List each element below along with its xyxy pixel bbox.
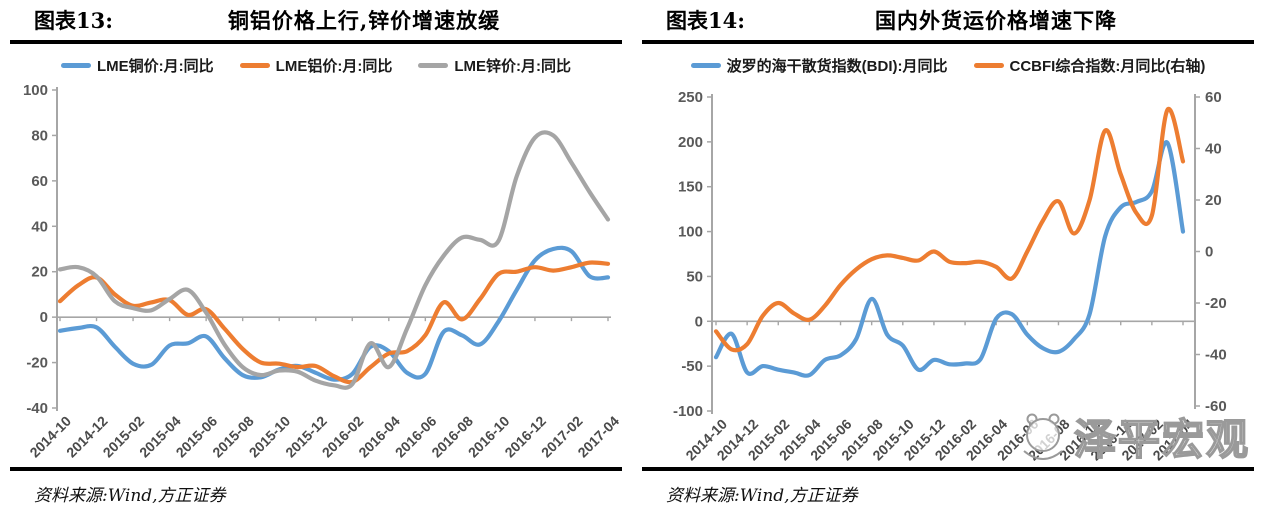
- legend-swatch: [418, 62, 449, 68]
- chart14-top-rule: [642, 40, 1254, 44]
- legend-label: CCBFI综合指数:月同比(右轴): [1009, 57, 1206, 75]
- chart14-plot: 250200150100500-50-1006040200-20-40-6020…: [673, 89, 1227, 463]
- legend-swatch: [239, 62, 270, 68]
- series-line-1: [713, 106, 1186, 353]
- chart14-legend: 波罗的海干散货指数(BDI):月同比 CCBFI综合指数:月同比(右轴): [632, 44, 1264, 82]
- y-tick-label-right: 60: [1205, 89, 1222, 106]
- y-tick-label: 50: [686, 268, 703, 285]
- y-tick-label: 200: [678, 134, 703, 151]
- y-tick-label-right: -20: [1205, 295, 1227, 312]
- y-tick-label: 0: [695, 313, 703, 330]
- y-tick-label: -20: [26, 355, 48, 372]
- y-tick-label: 20: [31, 264, 48, 281]
- chart14-fig-label: 图表14:: [666, 8, 745, 33]
- y-tick-label: 80: [31, 127, 48, 144]
- chart13-title: 铜铝价格上行,锌价增速放缓: [227, 8, 501, 33]
- y-tick-label: -40: [26, 400, 48, 417]
- y-tick-label: 100: [23, 82, 48, 99]
- legend-label: LME锌价:月:同比: [454, 57, 571, 75]
- chart14-bottom-rule: [642, 467, 1254, 471]
- legend-label: 波罗的海干散货指数(BDI):月同比: [726, 57, 948, 75]
- series-line-1: [57, 260, 611, 385]
- y-tick-label: 60: [31, 173, 48, 190]
- legend-label: LME铜价:月:同比: [97, 57, 214, 75]
- legend-swatch: [61, 62, 92, 68]
- y-tick-label: 100: [678, 224, 703, 241]
- chart-panel-13: 图表13: 铜铝价格上行,锌价增速放缓 LME铜价:月:同比 LME铝价:月:同比…: [0, 0, 632, 506]
- series-line-0: [57, 245, 611, 382]
- legend-item-2: LME锌价:月:同比: [418, 55, 571, 76]
- y-tick-label-right: 20: [1205, 192, 1222, 209]
- legend-item-1: LME铝价:月:同比: [239, 55, 393, 76]
- legend-item-1: CCBFI综合指数:月同比(右轴): [973, 55, 1206, 76]
- legend-swatch: [973, 62, 1004, 68]
- y-tick-label: 150: [678, 179, 703, 196]
- chart13-plot: 100806040200-20-402014-102014-122015-022…: [23, 82, 622, 461]
- legend-item-0: 波罗的海干散货指数(BDI):月同比: [690, 55, 948, 76]
- legend-item-0: LME铜价:月:同比: [61, 55, 214, 76]
- chart-panel-14: 图表14: 国内外货运价格增速下降 波罗的海干散货指数(BDI):月同比 CCBF…: [632, 0, 1264, 507]
- chart14-source: 资料来源:Wind,方正证券: [666, 486, 858, 506]
- y-tick-label: -50: [681, 358, 703, 375]
- y-tick-label: 250: [678, 89, 703, 106]
- y-tick-label-right: 0: [1205, 244, 1213, 261]
- y-tick-label: 0: [40, 309, 48, 326]
- series-line-0: [713, 140, 1186, 378]
- chart13-source: 资料来源:Wind,方正证券: [34, 486, 226, 506]
- y-tick-label-right: -40: [1205, 347, 1227, 364]
- legend-label: LME铝价:月:同比: [275, 57, 393, 75]
- chart13-bottom-rule: [10, 467, 622, 471]
- x-tick-label: 2017-04: [574, 413, 622, 461]
- y-tick-label-right: 40: [1205, 141, 1222, 158]
- y-tick-label-right: -60: [1205, 398, 1227, 415]
- series-line-2: [57, 130, 611, 390]
- chart13-top-rule: [10, 40, 622, 44]
- chart14-title: 国内外货运价格增速下降: [875, 8, 1117, 33]
- y-tick-label: 40: [31, 218, 48, 235]
- y-tick-label: -100: [673, 403, 703, 420]
- legend-swatch: [690, 62, 721, 68]
- chart14-title-row: 图表14: 国内外货运价格增速下降: [632, 0, 1264, 40]
- chart13-title-row: 图表13: 铜铝价格上行,锌价增速放缓: [0, 0, 632, 40]
- chart13-fig-label: 图表13:: [34, 8, 113, 33]
- chart13-legend: LME铜价:月:同比 LME铝价:月:同比 LME锌价:月:同比: [0, 44, 632, 82]
